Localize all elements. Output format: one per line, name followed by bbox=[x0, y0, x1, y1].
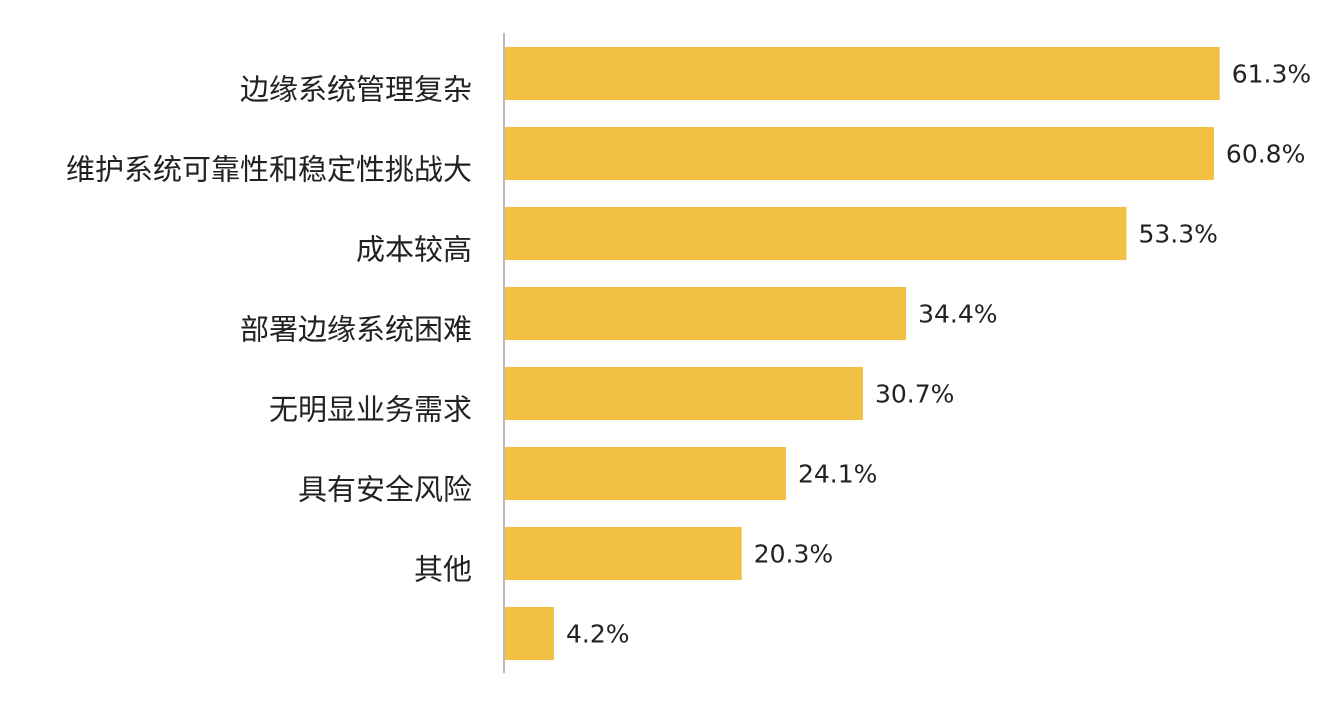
value-label: 61.3% bbox=[1232, 60, 1311, 89]
category-label: 其他 bbox=[414, 553, 472, 587]
value-label: 34.4% bbox=[918, 300, 997, 329]
category-label: 成本较高 bbox=[356, 233, 472, 267]
bar bbox=[505, 47, 1220, 100]
category-label: 维护系统可靠性和稳定性挑战大 bbox=[66, 153, 472, 187]
value-label: 20.3% bbox=[754, 540, 833, 569]
value-label: 60.8% bbox=[1226, 140, 1305, 169]
bar bbox=[505, 447, 787, 500]
bar bbox=[505, 607, 554, 660]
value-label: 24.1% bbox=[798, 460, 877, 489]
bar bbox=[505, 367, 863, 420]
category-label: 部署边缘系统困难 bbox=[240, 313, 472, 347]
category-label: 无明显业务需求 bbox=[269, 393, 472, 427]
bar bbox=[505, 207, 1127, 260]
bar bbox=[505, 127, 1214, 180]
value-label: 53.3% bbox=[1138, 220, 1217, 249]
category-label: 具有安全风险 bbox=[298, 473, 472, 507]
bar bbox=[505, 287, 907, 340]
bar bbox=[505, 527, 742, 580]
category-label: 边缘系统管理复杂 bbox=[240, 73, 472, 107]
value-label: 30.7% bbox=[875, 380, 954, 409]
value-label: 4.2% bbox=[566, 620, 630, 649]
